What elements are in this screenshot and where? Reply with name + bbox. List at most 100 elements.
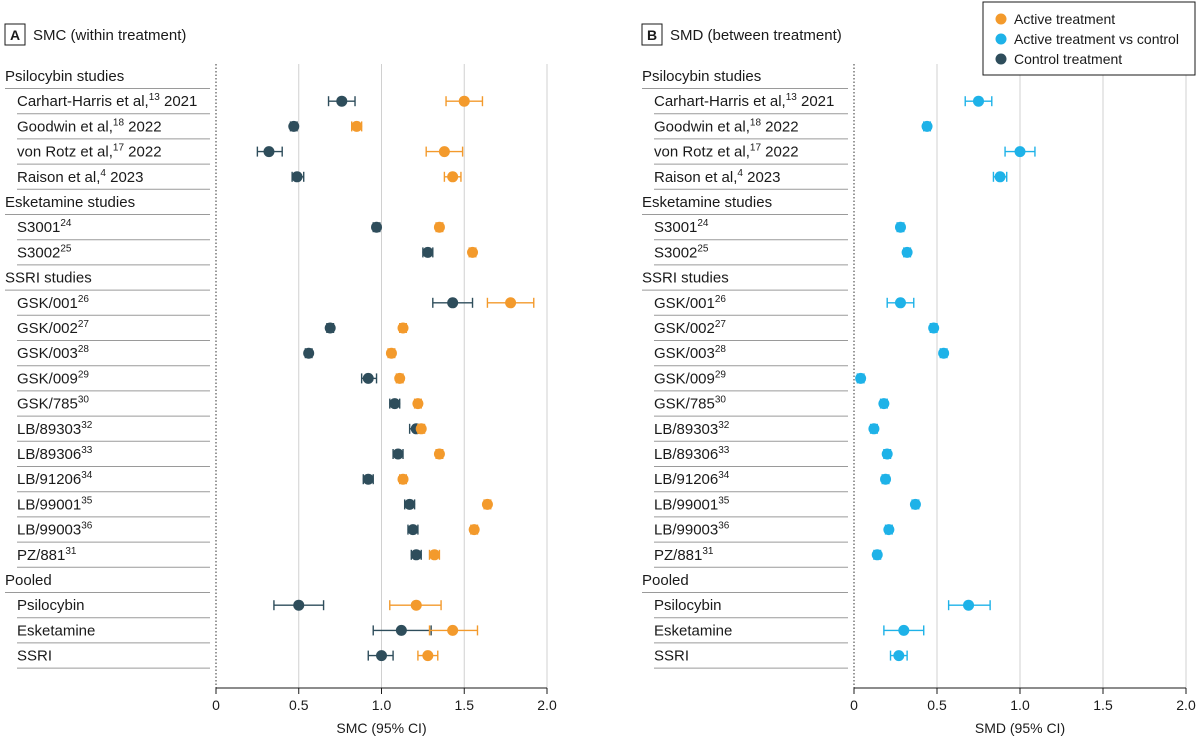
x-tick-label: 1.0 xyxy=(372,697,392,713)
x-tick-label: 2.0 xyxy=(1176,697,1196,713)
study-label: GSK/00227 xyxy=(654,319,726,337)
study-name: LB/89303 xyxy=(17,421,81,438)
study-name: von Rotz et al, xyxy=(17,144,113,161)
study-reference: 27 xyxy=(715,319,727,330)
study-reference: 17 xyxy=(750,143,762,154)
active-point xyxy=(458,95,470,107)
active-point xyxy=(397,322,409,334)
study-name: LB/99001 xyxy=(17,496,81,513)
control-point xyxy=(293,599,305,611)
study-label: S300225 xyxy=(17,243,72,261)
study-reference: 25 xyxy=(697,243,709,254)
study-reference: 4 xyxy=(737,168,743,179)
study-year: 2022 xyxy=(761,118,799,135)
panel-a: A SMC (within treatment) Psilocybin studie… xyxy=(4,23,557,736)
study-name: PZ/881 xyxy=(17,547,65,564)
study-reference: 18 xyxy=(750,117,762,128)
difference-point xyxy=(868,423,880,435)
study-label: LB/9900336 xyxy=(17,521,93,539)
x-tick-label: 0 xyxy=(850,697,858,713)
difference-point xyxy=(973,95,984,107)
difference-point xyxy=(898,624,910,636)
study-reference: 30 xyxy=(78,395,90,406)
study-name: LB/91206 xyxy=(654,471,718,488)
study-reference: 27 xyxy=(78,319,90,330)
study-label: Psilocybin xyxy=(17,597,85,614)
study-label: GSK/00929 xyxy=(17,369,89,387)
study-name: GSK/785 xyxy=(654,396,715,413)
difference-point xyxy=(893,650,905,662)
study-reference: 25 xyxy=(60,243,72,254)
control-point xyxy=(362,372,374,384)
difference-point xyxy=(994,171,1006,183)
x-axis-title: SMC (95% CI) xyxy=(336,720,426,736)
study-label: Carhart-Harris et al,13 2021 xyxy=(17,92,197,110)
study-reference: 18 xyxy=(113,117,125,128)
panel-a-letter-box xyxy=(4,23,26,46)
study-name: S3002 xyxy=(17,244,60,261)
study-year: 2021 xyxy=(160,93,198,110)
study-reference: 32 xyxy=(81,420,93,431)
legend-box xyxy=(982,1,1196,76)
study-label: Carhart-Harris et al,13 2021 xyxy=(654,92,834,110)
study-reference: 28 xyxy=(78,344,90,355)
active-point xyxy=(438,146,450,158)
difference-point xyxy=(894,297,906,309)
study-label: SSRI xyxy=(654,648,689,665)
active-point xyxy=(468,524,480,536)
study-label: GSK/78530 xyxy=(17,395,89,413)
difference-point xyxy=(938,347,950,359)
study-name: Carhart-Harris et al, xyxy=(654,93,786,110)
active-point xyxy=(467,246,479,258)
study-label: LB/9120634 xyxy=(654,470,730,488)
control-point xyxy=(336,95,348,107)
study-reference: 30 xyxy=(715,395,727,406)
study-reference: 35 xyxy=(81,495,93,506)
study-reference: 34 xyxy=(81,470,93,481)
study-reference: 28 xyxy=(715,344,727,355)
control-point xyxy=(303,347,315,359)
group-label-esketamine-studies: Esketamine studies xyxy=(642,194,772,211)
control-point xyxy=(410,549,422,561)
panel-b-title: SMD (between treatment) xyxy=(670,27,842,44)
active-point xyxy=(481,498,493,510)
difference-point xyxy=(909,498,921,510)
group-label-esketamine-studies: Esketamine studies xyxy=(5,194,135,211)
study-name: GSK/009 xyxy=(17,370,78,387)
study-reference: 26 xyxy=(715,294,727,305)
legend-marker-control-treatment xyxy=(995,53,1007,65)
study-reference: 36 xyxy=(718,521,730,532)
study-name: LB/99001 xyxy=(654,496,718,513)
study-reference: 24 xyxy=(697,218,709,229)
control-point xyxy=(324,322,336,334)
active-point xyxy=(428,549,440,561)
study-label: GSK/00328 xyxy=(17,344,89,362)
study-name: LB/91206 xyxy=(17,471,81,488)
study-name: S3001 xyxy=(654,219,697,236)
study-reference: 33 xyxy=(718,445,730,456)
study-name: Esketamine xyxy=(654,622,732,639)
difference-point xyxy=(921,120,933,132)
study-reference: 4 xyxy=(100,168,106,179)
study-name: LB/89306 xyxy=(654,446,718,463)
study-label: LB/8930332 xyxy=(654,420,730,438)
study-label: LB/8930332 xyxy=(17,420,93,438)
study-name: GSK/001 xyxy=(654,295,715,312)
study-name: GSK/009 xyxy=(654,370,715,387)
difference-point xyxy=(871,549,883,561)
study-label: S300124 xyxy=(17,218,72,236)
study-label: LB/8930633 xyxy=(654,445,730,463)
control-point xyxy=(288,120,300,132)
difference-point xyxy=(880,473,892,485)
study-label: Esketamine xyxy=(17,622,95,639)
study-name: Raison et al, xyxy=(17,169,100,186)
study-name: Psilocybin xyxy=(17,597,85,614)
active-point xyxy=(410,599,422,611)
active-point xyxy=(433,221,445,233)
control-point xyxy=(422,246,434,258)
difference-point xyxy=(894,221,906,233)
control-point xyxy=(263,146,275,158)
difference-point xyxy=(878,398,890,410)
study-year: 2021 xyxy=(797,93,835,110)
